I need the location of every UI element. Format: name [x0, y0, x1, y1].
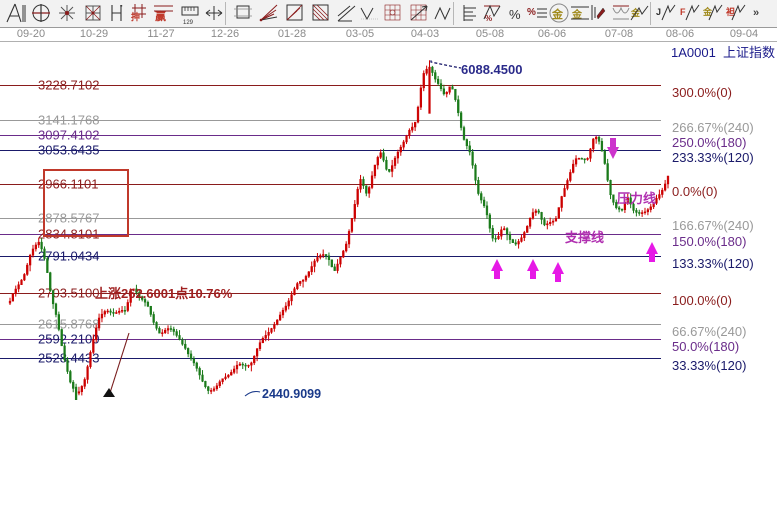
svg-text:": " — [120, 5, 123, 12]
svg-text:%: % — [527, 7, 536, 18]
svg-text:抻: 抻 — [131, 11, 140, 22]
svg-text:%: % — [509, 7, 521, 22]
svg-text:J: J — [656, 7, 661, 17]
svg-text:F: F — [680, 7, 686, 17]
svg-text:金: 金 — [551, 7, 564, 21]
svg-text:%: % — [485, 14, 492, 23]
svg-text:129: 129 — [183, 20, 194, 25]
